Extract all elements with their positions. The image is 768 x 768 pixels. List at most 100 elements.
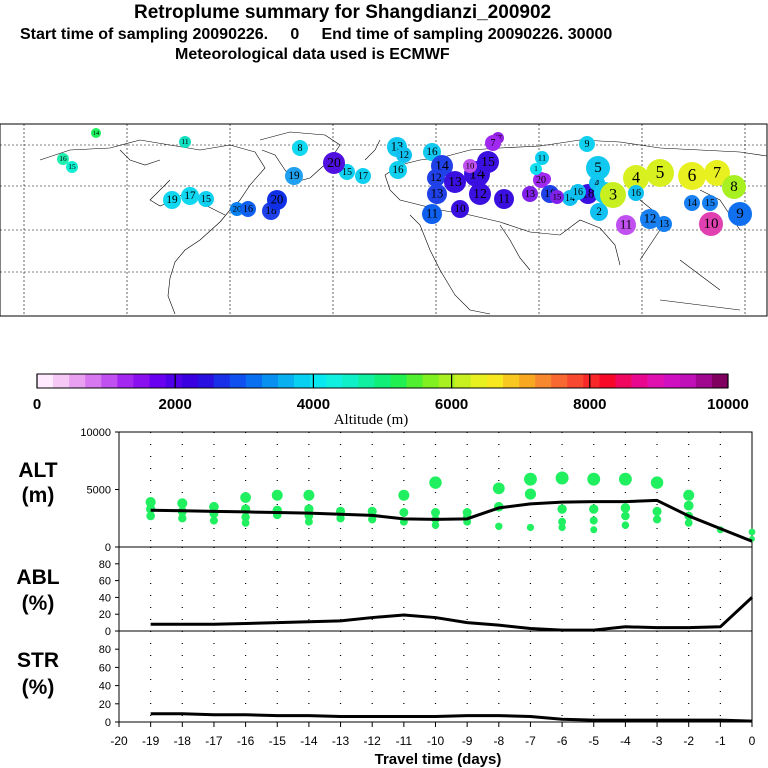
alt-scatter-point <box>209 501 219 512</box>
plume-day-label: 14 <box>435 158 449 173</box>
plume-day-label: 14 <box>93 130 100 137</box>
colorbar-cell <box>101 374 118 388</box>
colorbar-cell <box>374 374 391 388</box>
x-tick-label: -20 <box>110 734 128 748</box>
alt-scatter-point <box>209 516 218 525</box>
plume-day-label: 14 <box>687 198 697 209</box>
plume-marker <box>522 186 538 202</box>
str-y-tick-label: 20 <box>99 699 111 711</box>
abl-y-tick-label: 80 <box>99 559 111 571</box>
plume-day-label: 18 <box>544 188 556 200</box>
plume-day-label: 5 <box>594 160 602 176</box>
alt-scatter-point <box>431 508 440 517</box>
alt-y-tick-label: 5000 <box>87 485 111 497</box>
plume-day-label: 11 <box>498 192 510 206</box>
alt-panel: 0 5000 10000 <box>80 427 756 554</box>
str-panel-unit: (%) <box>22 676 55 699</box>
alt-scatter-point <box>178 514 187 523</box>
x-tick-label: -17 <box>205 734 223 748</box>
plume-day-label: 1 <box>534 164 538 173</box>
alt-scatter-point <box>620 503 631 513</box>
plume-marker <box>267 190 287 210</box>
coastlines <box>39 131 768 315</box>
str-frame <box>118 630 753 723</box>
str-y-tick-label: 80 <box>99 644 111 656</box>
plume-day-label: 20 <box>536 175 546 186</box>
colorbar-cell <box>422 374 440 388</box>
colorbar-cell <box>149 374 166 388</box>
plume-day-label: 15 <box>342 167 352 178</box>
colorbar-tick-label: 8000 <box>573 396 606 413</box>
alt-scatter-point <box>555 471 569 485</box>
colorbar-cell <box>663 374 681 388</box>
alt-scatter-point <box>241 518 250 527</box>
plume-marker <box>570 184 586 200</box>
str-series-line <box>150 712 753 723</box>
x-tick-label: -13 <box>332 734 350 748</box>
plume-day-label: 15 <box>68 162 76 171</box>
plume-marker <box>728 202 752 226</box>
plume-day-label: 13 <box>659 219 669 230</box>
x-tick-label: -19 <box>142 734 160 748</box>
colorbar-cell <box>486 374 504 388</box>
colorbar-cell <box>310 374 327 388</box>
plume-day-label: 5 <box>656 162 665 182</box>
alt-scatter-point <box>303 489 315 501</box>
plume-day-label: 12 <box>473 186 487 201</box>
chart-title: Retroplume summary for Shangdianzi_20090… <box>134 2 552 23</box>
plume-day-label: 15 <box>553 191 562 201</box>
plume-day-label: 10 <box>454 203 466 215</box>
sampling-times: Start time of sampling 20090226. 0 End t… <box>20 26 613 43</box>
colorbar-cell <box>711 374 729 388</box>
plume-day-label: 17 <box>358 171 368 182</box>
str-panel: 0 20 40 60 80 <box>99 630 753 729</box>
colorbar-cell <box>503 374 520 388</box>
plume-marker <box>623 165 649 191</box>
alt-frame <box>118 431 753 548</box>
plume-day-label: 19 <box>166 194 178 206</box>
plume-marker <box>579 136 595 152</box>
alt-scatter-point <box>524 472 537 486</box>
alt-scatter-point <box>145 497 156 508</box>
colorbar-cell <box>470 374 488 388</box>
plume-marker <box>179 136 191 148</box>
alt-panel-unit: (m) <box>22 484 55 507</box>
x-tick-label: -18 <box>174 734 192 748</box>
plume-day-label: 15 <box>201 194 211 205</box>
plume-marker <box>699 212 723 236</box>
alt-scatter-point <box>618 472 632 486</box>
colorbar-cell <box>567 374 584 388</box>
plume-marker <box>702 195 718 211</box>
met-data-line: Meteorological data used is ECMWF <box>175 46 450 63</box>
alt-panel-name: ALT <box>18 459 57 482</box>
x-tick-label: -1 <box>715 734 726 748</box>
alt-scatter-point <box>146 511 155 521</box>
plume-day-label: 16 <box>392 164 404 176</box>
colorbar-cell <box>679 374 697 388</box>
colorbar-cell <box>358 374 375 388</box>
x-tick-label: -11 <box>396 734 413 748</box>
alt-scatter-point <box>587 472 601 486</box>
abl-y-tick-label: 20 <box>99 609 111 621</box>
plume-marker <box>230 202 244 216</box>
plume-marker <box>628 185 644 201</box>
plume-marker <box>323 152 345 174</box>
colorbar-cell <box>294 374 311 388</box>
colorbar-cell <box>245 374 263 388</box>
colorbar-cell <box>615 374 632 388</box>
plume-day-label: 12 <box>644 212 657 226</box>
plume-marker <box>66 161 78 173</box>
plume-day-label: 20 <box>233 203 242 213</box>
abl-panel-name: ABL <box>16 566 59 589</box>
plume-day-label: 16 <box>426 146 438 158</box>
plume-day-label: 11 <box>181 137 188 146</box>
x-tick-label: 0 <box>749 734 756 748</box>
colorbar-cell <box>390 374 407 388</box>
plume-day-label: 9 <box>736 206 744 222</box>
colorbar-cell <box>69 374 86 388</box>
plume-day-label: 18 <box>265 205 277 217</box>
plume-day-label: 16 <box>243 204 253 215</box>
colorbar-cell <box>213 374 231 388</box>
alt-scatter-point <box>558 517 567 526</box>
